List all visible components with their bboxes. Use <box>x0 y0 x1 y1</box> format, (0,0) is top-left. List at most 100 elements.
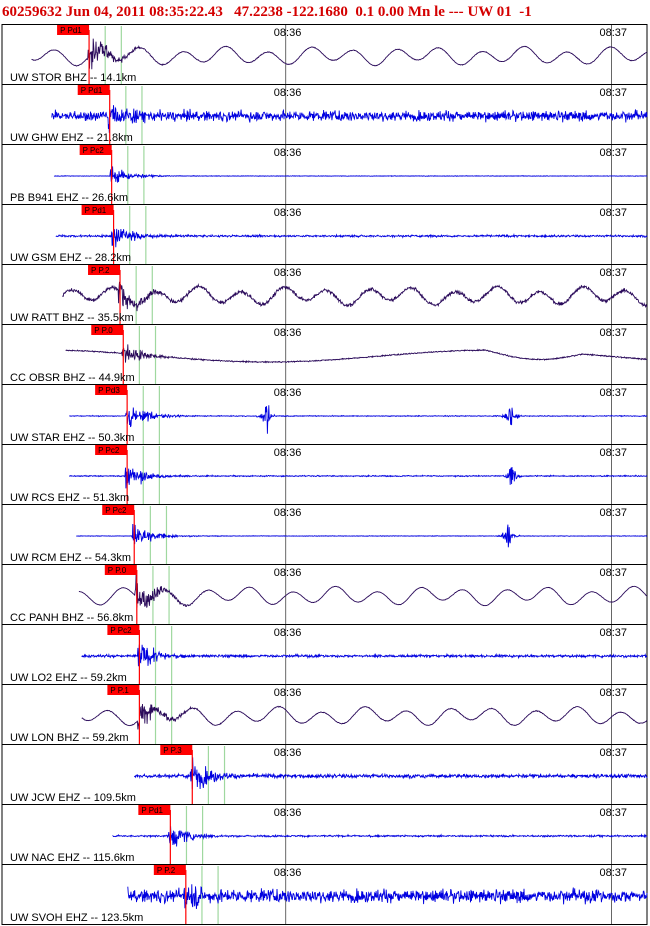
station-label: CC OBSR BHZ -- 44.9km <box>10 372 135 384</box>
time-marker-label: 08:36 <box>274 867 302 879</box>
station-panel: 08:36 08:37 P Pc2 PB B941 EHZ -- 26.6km <box>1 144 648 205</box>
waveform-trace <box>68 466 648 489</box>
station-panel: 08:36 08:37 P Pd1 UW NAC EHZ -- 115.6km <box>1 804 648 865</box>
waveform-trace <box>51 105 648 133</box>
waveform-trace <box>76 523 648 548</box>
pick-flag <box>153 865 186 875</box>
station-label: UW LON BHZ -- 59.2km <box>10 732 129 744</box>
event-version: 01 <box>496 4 512 20</box>
time-marker-label: 08:37 <box>600 747 628 759</box>
pick-flag <box>102 505 135 515</box>
station-panel: 08:36 08:37 P Pc2 UW RCS EHZ -- 51.3km <box>1 444 648 505</box>
pick-label: P P.2 <box>157 866 176 875</box>
station-label: UW GSM EHZ -- 28.2km <box>10 252 131 264</box>
time-marker-label: 08:37 <box>600 627 628 639</box>
event-latitude: 47.2238 <box>234 4 283 20</box>
pick-label: P P.3 <box>163 746 182 755</box>
event-mag-type: Mn <box>407 4 431 20</box>
waveform-trace <box>53 166 648 183</box>
station-label: UW GHW EHZ -- 21.8km <box>10 132 133 144</box>
station-panel: 08:36 08:37 P Pd1 UW STOR BHZ -- 14.1km <box>1 24 648 85</box>
pick-label: P Pd1 <box>85 206 107 215</box>
waveform-trace <box>127 884 648 910</box>
event-header: 60259632 Jun 04, 2011 08:35:22.43 47.223… <box>0 0 650 24</box>
station-panel: 08:36 08:37 P P.2 UW SVOH EHZ -- 123.5km <box>1 864 648 925</box>
time-marker-label: 08:36 <box>274 627 302 639</box>
station-label: UW NAC EHZ -- 115.6km <box>10 852 134 864</box>
waveform-trace <box>31 38 648 70</box>
pick-flag <box>95 385 128 395</box>
time-marker-label: 08:36 <box>274 507 302 519</box>
station-panel: 08:36 08:37 P Pd3 UW STAR EHZ -- 50.3km <box>1 384 648 445</box>
time-marker-label: 08:37 <box>600 867 628 879</box>
pick-flag <box>138 805 171 815</box>
station-label: UW STAR EHZ -- 50.3km <box>10 432 134 444</box>
waveform-trace <box>81 644 648 667</box>
pick-flag <box>107 625 140 635</box>
time-marker-label: 08:37 <box>600 327 628 339</box>
time-marker-label: 08:37 <box>600 687 628 699</box>
pick-label: P Pd1 <box>141 806 163 815</box>
time-marker-label: 08:36 <box>274 747 302 759</box>
waveform-trace <box>81 703 648 730</box>
time-marker-label: 08:37 <box>600 207 628 219</box>
time-marker-label: 08:37 <box>600 147 628 159</box>
station-panel: 08:36 08:37 P Pd1 UW GHW EHZ -- 21.8km <box>1 84 648 145</box>
pick-label: P Pc2 <box>83 146 105 155</box>
pick-label: P P.2 <box>91 266 110 275</box>
waveform-trace <box>78 573 648 608</box>
event-longitude: -122.1680 <box>286 4 348 20</box>
station-label: UW RATT BHZ -- 35.5km <box>10 312 134 324</box>
time-marker-label: 08:37 <box>600 87 628 99</box>
time-marker-label: 08:36 <box>274 27 302 39</box>
pick-flag <box>81 205 114 215</box>
event-datetime: Jun 04, 2011 08:35:22.43 <box>65 4 223 20</box>
pick-flag <box>79 145 112 155</box>
time-marker-label: 08:36 <box>274 147 302 159</box>
time-marker-label: 08:36 <box>274 807 302 819</box>
waveform-trace <box>69 405 648 434</box>
time-marker-label: 08:36 <box>274 327 302 339</box>
station-panel: 08:36 08:37 P P.3 UW JCW EHZ -- 109.5km <box>1 744 648 805</box>
station-label: UW SVOH EHZ -- 123.5km <box>10 912 143 924</box>
event-depth: 0.1 <box>355 4 375 20</box>
pick-flag <box>95 445 128 455</box>
pick-label: P P.0 <box>108 566 127 575</box>
pick-flag <box>88 265 121 275</box>
time-marker-label: 08:36 <box>274 687 302 699</box>
station-panel: 08:36 08:37 P Pc2 UW LO2 EHZ -- 59.2km <box>1 624 648 685</box>
station-panel: 08:36 08:37 P P.2 UW RATT BHZ -- 35.5km <box>1 264 648 325</box>
event-id: 60259632 <box>2 4 62 20</box>
pick-label: P Pc2 <box>110 626 132 635</box>
pick-flag <box>91 325 124 335</box>
time-marker-label: 08:37 <box>600 567 628 579</box>
station-label: CC PANH BHZ -- 56.8km <box>10 612 133 624</box>
pick-label: P P.1 <box>110 686 129 695</box>
time-marker-label: 08:36 <box>274 267 302 279</box>
waveform-trace <box>55 228 648 248</box>
station-label: UW RCS EHZ -- 51.3km <box>10 492 129 504</box>
pick-label: P Pd1 <box>60 26 82 35</box>
time-marker-label: 08:37 <box>600 507 628 519</box>
station-label: UW RCM EHZ -- 54.3km <box>10 552 131 564</box>
event-extra: -1 <box>519 4 532 20</box>
header-separator: --- <box>448 4 464 20</box>
waveform-trace <box>112 826 648 847</box>
station-panel: 08:36 08:37 P Pd1 UW GSM EHZ -- 28.2km <box>1 204 648 265</box>
time-marker-label: 08:37 <box>600 387 628 399</box>
time-marker-label: 08:37 <box>600 267 628 279</box>
event-type: le <box>434 4 445 20</box>
pick-label: P P.0 <box>94 326 113 335</box>
station-panel: 08:36 08:37 P P.0 CC PANH BHZ -- 56.8km <box>1 564 648 625</box>
time-marker-label: 08:37 <box>600 447 628 459</box>
pick-flag <box>160 745 193 755</box>
station-label: UW LO2 EHZ -- 59.2km <box>10 672 127 684</box>
pick-label: P Pd1 <box>81 86 103 95</box>
event-magnitude: 0.00 <box>377 4 405 20</box>
pick-flag <box>77 85 110 95</box>
time-marker-label: 08:36 <box>274 567 302 579</box>
waveform-trace <box>62 281 648 312</box>
station-panel: 08:36 08:37 P P.1 UW LON BHZ -- 59.2km <box>1 684 648 745</box>
time-marker-label: 08:37 <box>600 807 628 819</box>
